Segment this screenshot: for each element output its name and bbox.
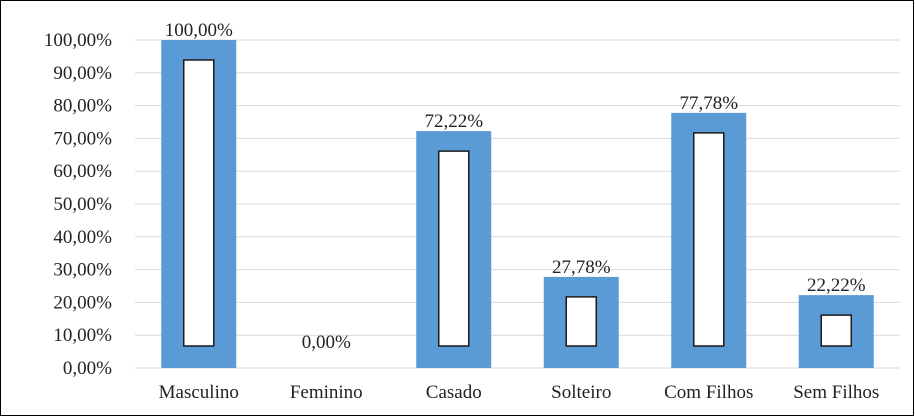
y-tick-label: 100,00%: [44, 30, 112, 51]
x-tick-label: Com Filhos: [664, 382, 753, 403]
x-tick-label: Sem Filhos: [793, 382, 879, 403]
y-tick-label: 30,00%: [53, 260, 112, 281]
data-label: 77,78%: [679, 93, 738, 114]
y-tick-label: 0,00%: [63, 358, 112, 379]
y-tick-label: 50,00%: [53, 194, 112, 215]
bar-inner: [820, 314, 852, 347]
data-label: 22,22%: [807, 275, 866, 296]
y-tick-label: 70,00%: [53, 128, 112, 149]
bar-inner: [183, 59, 215, 347]
x-tick-label: Solteiro: [551, 382, 611, 403]
y-tick-label: 80,00%: [53, 96, 112, 117]
bar-inner: [693, 132, 725, 347]
bar-inner: [438, 150, 470, 347]
y-tick-label: 20,00%: [53, 292, 112, 313]
bar-inner: [565, 296, 597, 347]
y-tick-label: 90,00%: [53, 63, 112, 84]
data-label: 27,78%: [552, 257, 611, 278]
x-tick-label: Feminino: [290, 382, 363, 403]
y-tick-label: 40,00%: [53, 227, 112, 248]
x-tick-label: Masculino: [159, 382, 239, 403]
y-tick-label: 10,00%: [53, 325, 112, 346]
data-label: 72,22%: [424, 111, 483, 132]
x-tick-label: Casado: [426, 382, 482, 403]
data-label: 0,00%: [302, 332, 351, 353]
data-label: 100,00%: [165, 20, 233, 41]
y-tick-label: 60,00%: [53, 161, 112, 182]
